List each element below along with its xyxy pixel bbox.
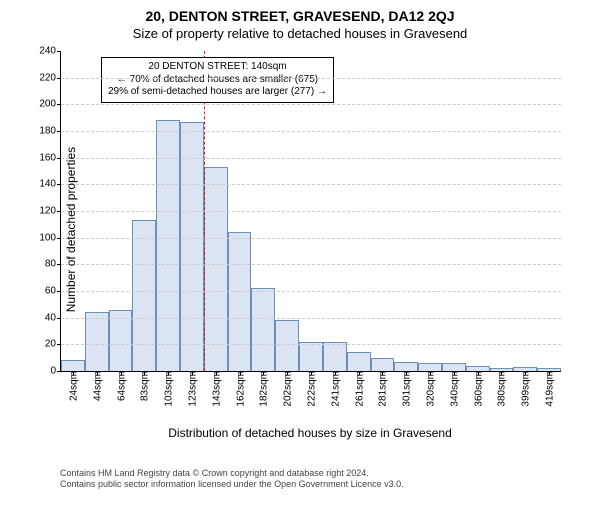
histogram-bar [371,358,395,371]
histogram-bar [442,363,466,371]
gridline-h [61,318,561,319]
histogram-bar [418,363,442,371]
gridline-h [61,344,561,345]
gridline-h [61,78,561,79]
gridline-h [61,184,561,185]
xtick-label: 399sqm [519,371,532,407]
ytick-label: 220 [39,72,61,83]
gridline-h [61,131,561,132]
callout-line-3: 29% of semi-detached houses are larger (… [108,86,327,99]
histogram-bar [132,220,156,371]
xtick-label: 83sqm [138,371,151,401]
xtick-label: 202sqm [281,371,294,407]
page-title: 20, DENTON STREET, GRAVESEND, DA12 2QJ [0,8,600,24]
gridline-h [61,104,561,105]
gridline-h [61,238,561,239]
ytick-label: 180 [39,126,61,137]
histogram-bar [180,122,204,371]
chart-container: 20 DENTON STREET: 140sqm ← 70% of detach… [60,51,600,372]
plot-area: 20 DENTON STREET: 140sqm ← 70% of detach… [60,51,561,372]
histogram-bar [394,362,418,371]
xtick-label: 103sqm [162,371,175,407]
xtick-label: 261sqm [352,371,365,407]
histogram-bar [228,232,252,371]
xtick-label: 320sqm [424,371,437,407]
ytick-label: 20 [45,339,61,350]
histogram-bar [85,312,109,371]
xtick-label: 222sqm [305,371,318,407]
xtick-label: 123sqm [185,371,198,407]
histogram-bar [323,342,347,371]
xtick-label: 360sqm [471,371,484,407]
gridline-h [61,211,561,212]
xtick-label: 143sqm [209,371,222,407]
page-subtitle: Size of property relative to detached ho… [0,26,600,41]
ytick-label: 80 [45,259,61,270]
histogram-bar [275,320,299,371]
histogram-bar [204,167,228,371]
callout-line-2: ← 70% of detached houses are smaller (67… [108,74,327,87]
xtick-label: 340sqm [447,371,460,407]
ytick-label: 100 [39,232,61,243]
footnote-line-2: Contains public sector information licen… [60,479,404,490]
footnote: Contains HM Land Registry data © Crown c… [60,468,404,491]
xtick-label: 24sqm [66,371,79,401]
ytick-label: 140 [39,179,61,190]
y-axis-label: Number of detached properties [64,147,78,312]
xtick-label: 162sqm [233,371,246,407]
xtick-label: 380sqm [495,371,508,407]
ytick-label: 160 [39,152,61,163]
ytick-label: 200 [39,99,61,110]
gridline-h [61,291,561,292]
xtick-label: 182sqm [257,371,270,407]
histogram-bar [347,352,371,371]
ytick-label: 240 [39,46,61,57]
callout-line-1: 20 DENTON STREET: 140sqm [108,61,327,74]
ytick-label: 60 [45,286,61,297]
ytick-label: 0 [50,366,61,377]
ytick-label: 120 [39,206,61,217]
ytick-label: 40 [45,312,61,323]
xtick-label: 44sqm [90,371,103,401]
xtick-label: 301sqm [400,371,413,407]
histogram-bar [299,342,323,371]
gridline-h [61,158,561,159]
xtick-label: 64sqm [114,371,127,401]
footnote-line-1: Contains HM Land Registry data © Crown c… [60,468,404,479]
callout-box: 20 DENTON STREET: 140sqm ← 70% of detach… [101,57,334,103]
xtick-label: 241sqm [328,371,341,407]
histogram-bar [109,310,133,371]
xtick-label: 419sqm [543,371,556,407]
gridline-h [61,264,561,265]
histogram-bar [251,288,275,371]
xtick-label: 281sqm [376,371,389,407]
histogram-bar [61,360,85,371]
x-axis-label: Distribution of detached houses by size … [60,426,560,440]
